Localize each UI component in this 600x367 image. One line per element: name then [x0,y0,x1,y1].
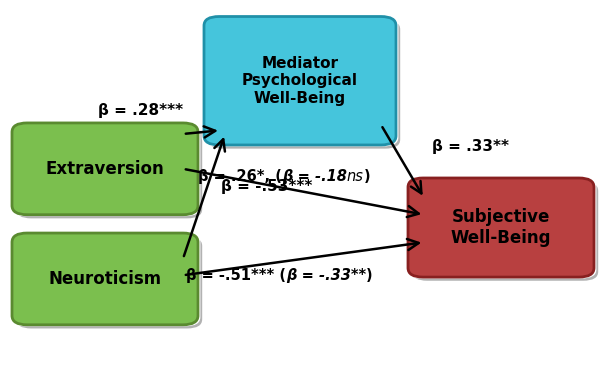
Text: β = .28***: β = .28*** [98,103,184,117]
Text: ): ) [366,269,373,283]
FancyBboxPatch shape [208,20,400,149]
Text: β = .26*, (: β = .26*, ( [198,169,282,184]
FancyBboxPatch shape [202,15,398,146]
Text: β = -.18: β = -.18 [282,169,347,184]
Text: Neuroticism: Neuroticism [49,270,161,288]
FancyBboxPatch shape [16,237,202,328]
Text: Extraversion: Extraversion [46,160,164,178]
Text: β = -.33**: β = -.33** [286,269,366,283]
FancyBboxPatch shape [10,121,200,216]
Text: ns: ns [347,169,364,184]
FancyBboxPatch shape [406,177,596,279]
FancyBboxPatch shape [412,182,598,281]
Text: β = .33**: β = .33** [432,139,509,154]
FancyBboxPatch shape [10,232,200,326]
Text: β = -.53***: β = -.53*** [221,179,312,193]
Text: Mediator
Psychological
Well-Being: Mediator Psychological Well-Being [242,56,358,106]
FancyBboxPatch shape [408,178,594,277]
FancyBboxPatch shape [12,123,198,215]
FancyBboxPatch shape [16,127,202,218]
FancyBboxPatch shape [204,17,396,145]
FancyBboxPatch shape [12,233,198,325]
Text: β = -.51*** (: β = -.51*** ( [186,269,286,283]
Text: ): ) [364,169,370,184]
Text: Subjective
Well-Being: Subjective Well-Being [451,208,551,247]
